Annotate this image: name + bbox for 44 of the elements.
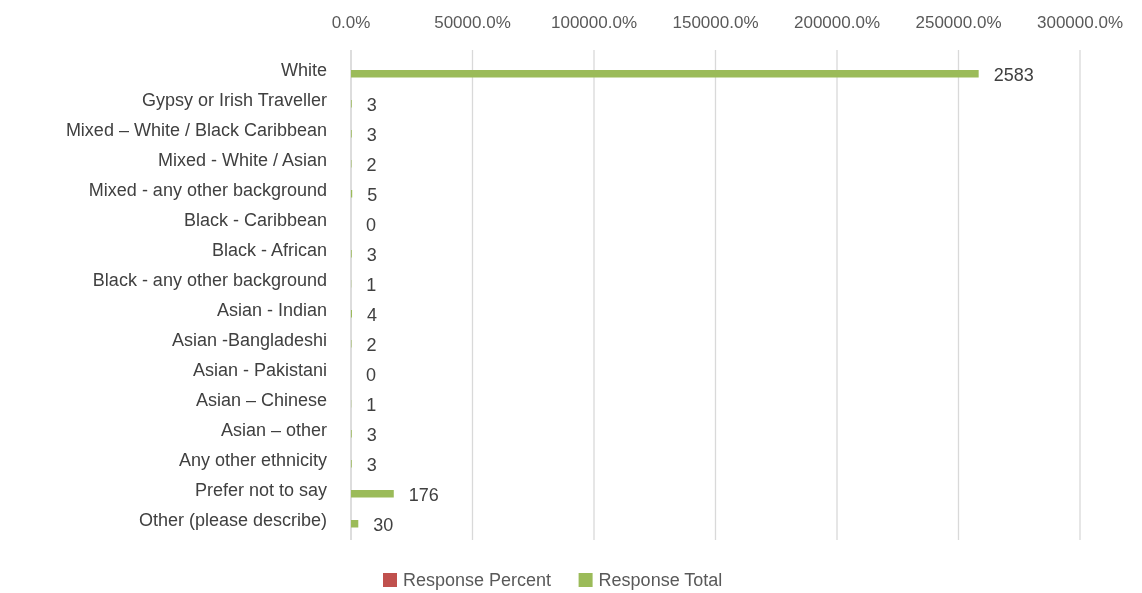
y-tick-label: Any other ethnicity (178, 450, 327, 470)
y-tick-label: Black - any other background (92, 270, 327, 290)
y-tick-label: Prefer not to say (194, 480, 327, 500)
y-tick-label: Asian -Bangladeshi (171, 330, 327, 350)
y-tick-label: White (280, 60, 327, 80)
bar (351, 70, 979, 78)
y-tick-label: Mixed – White / Black Caribbean (65, 120, 327, 140)
y-tick-label: Black - African (211, 240, 327, 260)
data-label: 1 (366, 274, 377, 295)
bar (351, 490, 394, 498)
x-tick-label: 50000.0% (434, 13, 511, 32)
x-tick-label: 200000.0% (793, 13, 881, 32)
y-tick-label: Asian – Chinese (195, 390, 327, 410)
x-tick-label: 100000.0% (550, 13, 638, 32)
data-label: 1 (366, 394, 377, 415)
data-label: 3 (366, 454, 377, 475)
legend-label: Response Total (598, 570, 723, 590)
data-label: 0 (366, 364, 377, 385)
y-tick-label: Asian – other (220, 420, 327, 440)
data-label: 3 (366, 94, 377, 115)
y-tick-label: Mixed - any other background (88, 180, 327, 200)
y-tick-label: Gypsy or Irish Traveller (141, 90, 327, 110)
y-tick-label: Mixed - White / Asian (157, 150, 327, 170)
data-label: 2583 (993, 64, 1034, 85)
x-tick-label: 0.0% (331, 13, 371, 32)
y-tick-label: Black - Caribbean (183, 210, 327, 230)
x-tick-label: 300000.0% (1036, 13, 1124, 32)
x-tick-label: 150000.0% (672, 13, 759, 32)
legend-label: Response Percent (403, 570, 552, 590)
x-tick-label: 250000.0% (915, 13, 1002, 32)
data-label: 2 (366, 154, 377, 175)
data-label: 3 (366, 124, 377, 145)
data-label: 0 (366, 214, 377, 235)
data-label: 3 (366, 244, 377, 265)
y-tick-label: Other (please describe) (138, 510, 327, 530)
y-tick-label: Asian - Indian (216, 300, 327, 320)
bar (351, 520, 359, 528)
data-label: 2 (366, 334, 377, 355)
data-label: 176 (408, 484, 439, 505)
data-label: 3 (366, 424, 377, 445)
y-tick-label: Asian - Pakistani (192, 360, 327, 380)
data-label: 30 (373, 514, 394, 535)
data-label: 4 (366, 304, 377, 325)
data-label: 5 (367, 184, 378, 205)
